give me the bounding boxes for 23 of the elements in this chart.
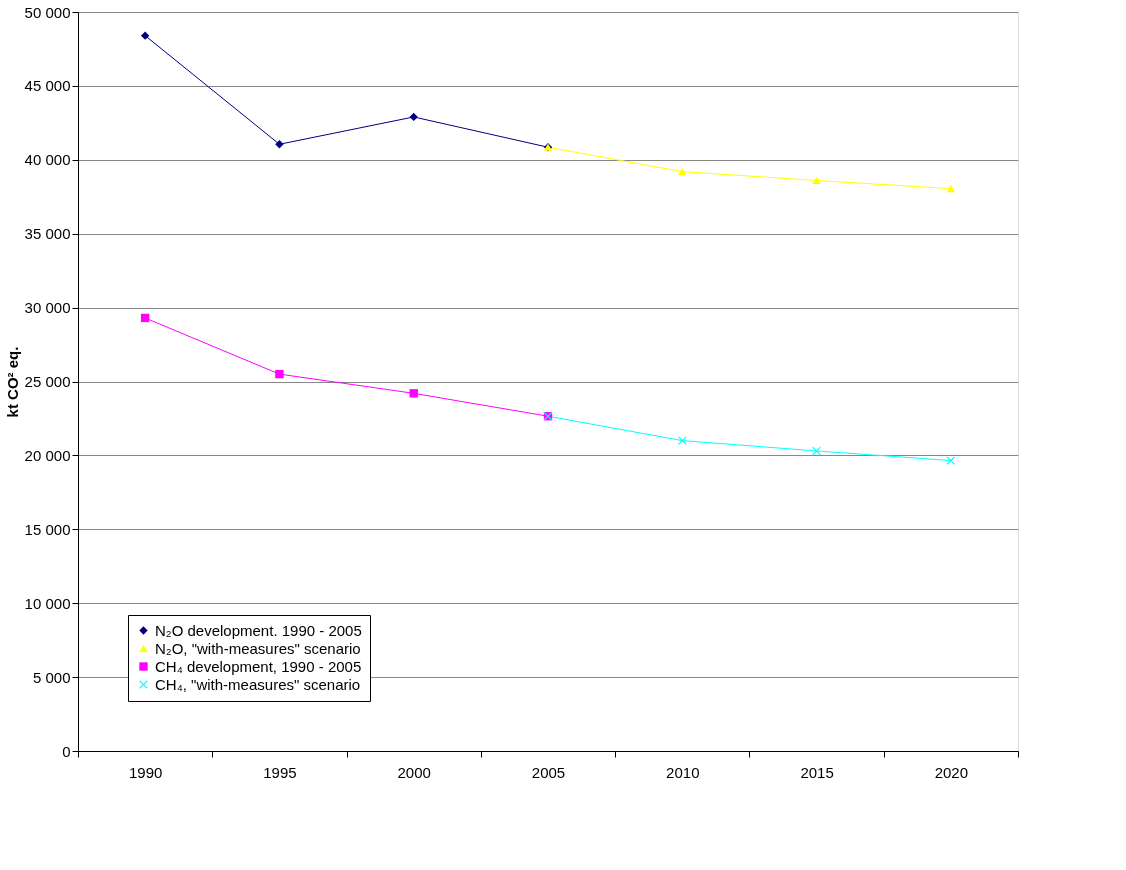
x-tick-label: 2015 bbox=[800, 763, 834, 781]
y-tick-label: 50 000 bbox=[24, 3, 71, 21]
y-tick-label: 35 000 bbox=[24, 225, 71, 243]
y-axis-title: kt CO² eq. bbox=[3, 346, 21, 418]
y-tick-label: 10 000 bbox=[24, 594, 71, 612]
legend-label: N₂O, "with-measures" scenario bbox=[155, 639, 361, 657]
y-tick-label: 20 000 bbox=[24, 446, 71, 464]
x-tick-label: 2010 bbox=[666, 763, 700, 781]
x-tick-label: 1990 bbox=[128, 763, 163, 781]
legend-label: CH₄ development, 1990 - 2005 bbox=[155, 657, 362, 675]
legend-label: CH₄, "with-measures" scenario bbox=[155, 675, 361, 693]
y-tick-label: 5 000 bbox=[32, 668, 71, 686]
y-tick-label: 25 000 bbox=[24, 373, 71, 390]
x-tick-label: 2000 bbox=[397, 763, 431, 781]
x-tick-label: 2005 bbox=[531, 763, 566, 781]
y-tick-label: 15 000 bbox=[24, 520, 71, 538]
y-tick-label: 40 000 bbox=[24, 151, 71, 169]
x-tick-label: 1995 bbox=[263, 763, 297, 781]
y-tick-label: 0 bbox=[62, 742, 71, 760]
x-tick-label: 2020 bbox=[934, 763, 969, 781]
y-tick-label: 30 000 bbox=[24, 299, 71, 317]
y-tick-label: 45 000 bbox=[24, 77, 71, 95]
legend-label: N₂O development. 1990 - 2005 bbox=[155, 621, 362, 639]
